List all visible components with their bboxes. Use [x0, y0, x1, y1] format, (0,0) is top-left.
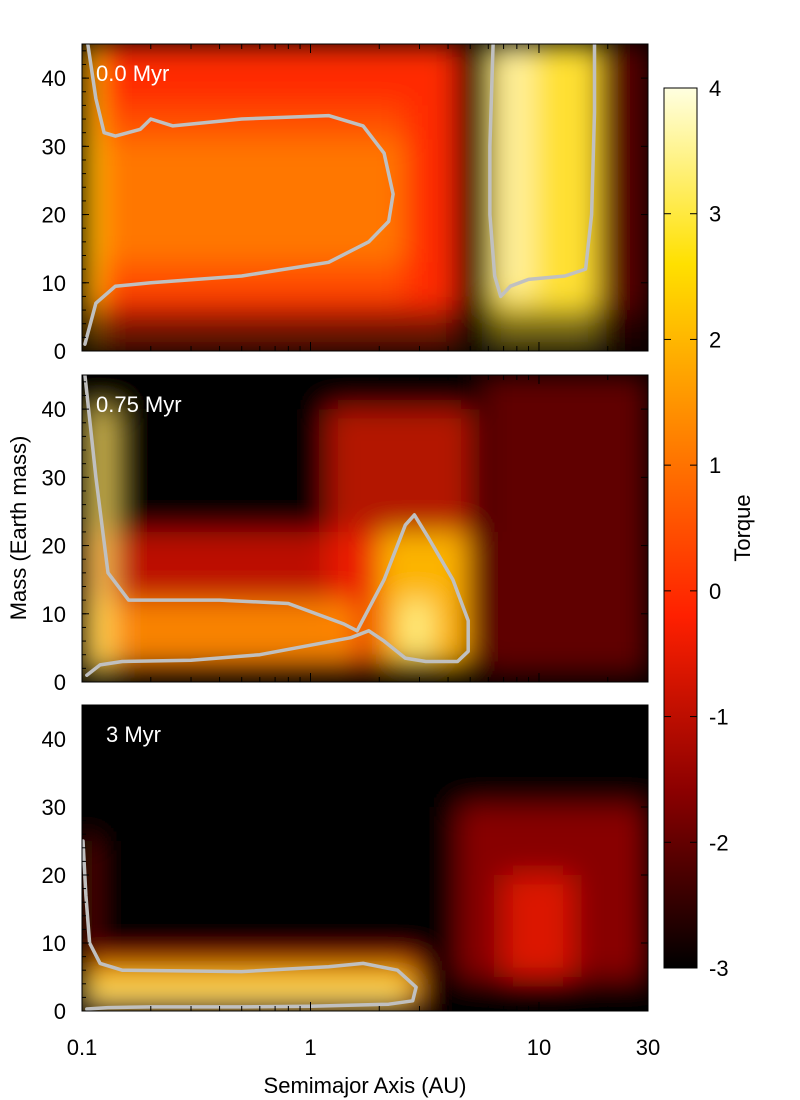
colorbar-tick-label: 2 — [709, 327, 721, 352]
heat-patch — [597, 44, 648, 351]
heat-patch — [82, 668, 648, 682]
colorbar-tick-label: -1 — [709, 705, 729, 730]
heatmap-panel-3: 0 10 20 30 40 3 Myr — [42, 704, 649, 1024]
x-axis: 0.1 1 10 30 — [67, 1035, 661, 1060]
heat-field — [82, 375, 648, 682]
colorbar-title: Torque — [730, 494, 755, 561]
heat-patch — [82, 600, 358, 662]
panel-frame — [81, 704, 649, 1012]
panel-frame — [81, 43, 649, 352]
heat-patch — [484, 375, 648, 682]
heat-patch — [470, 375, 485, 682]
y-tick-label: 30 — [42, 465, 66, 490]
y-tick-label: 10 — [42, 271, 66, 296]
heat-field — [82, 705, 648, 1011]
colorbar: 4 3 2 1 0 -1 -2 -3 — [663, 76, 729, 981]
y-tick-label: 10 — [42, 602, 66, 627]
heat-patch — [503, 875, 573, 977]
heat-patch — [82, 990, 406, 1005]
panels-group: 0 10 20 30 40 0.0 Myr 0 10 20 30 40 0.75 Myr 0 10 20 30… — [42, 43, 661, 1060]
y-tick-label: 40 — [42, 397, 66, 422]
colorbar-tick-label: -3 — [709, 956, 729, 981]
colorbar-tick-label: 1 — [709, 453, 721, 478]
heat-field — [82, 44, 648, 351]
heat-patch — [82, 310, 648, 351]
heatmap-panel-2: 0 10 20 30 40 0.75 Myr — [42, 374, 649, 695]
panel-frame — [81, 374, 649, 683]
panel-time-label: 0.0 Myr — [96, 61, 169, 86]
heat-patch — [455, 44, 492, 351]
zero-torque-contour — [488, 44, 597, 299]
colorbar-tick-label: 3 — [709, 202, 721, 227]
y-tick-label: 20 — [42, 203, 66, 228]
y-axis-title: Mass (Earth mass) — [6, 436, 31, 621]
zero-torque-contour — [83, 44, 395, 346]
y-tick-label: 30 — [42, 795, 66, 820]
heatmap-panel-1: 0 10 20 30 40 0.0 Myr — [42, 43, 649, 364]
y-tick-label: 0 — [54, 670, 66, 695]
y-tick-label: 40 — [42, 66, 66, 91]
colorbar-gradient — [663, 87, 698, 969]
colorbar-tick-label: 4 — [709, 76, 721, 101]
y-tick-label: 20 — [42, 863, 66, 888]
x-tick-label: 1 — [304, 1035, 316, 1060]
heat-patch — [497, 44, 534, 297]
colorbar-tick-label: 0 — [709, 579, 721, 604]
y-tick-label: 10 — [42, 931, 66, 956]
y-tick-label: 0 — [54, 999, 66, 1024]
heat-patch — [82, 105, 406, 297]
x-tick-label: 30 — [636, 1035, 660, 1060]
panel-time-label: 3 Myr — [106, 722, 161, 747]
panel-time-label: 0.75 Myr — [96, 392, 182, 417]
colorbar-tick-label: -2 — [709, 830, 729, 855]
y-tick-label: 0 — [54, 339, 66, 364]
x-tick-label: 10 — [527, 1035, 551, 1060]
x-tick-label: 0.1 — [67, 1035, 98, 1060]
y-tick-label: 40 — [42, 727, 66, 752]
heat-patch — [401, 600, 432, 655]
heat-patch — [82, 44, 101, 351]
y-tick-label: 30 — [42, 134, 66, 159]
zero-torque-contour — [83, 375, 470, 677]
y-tick-label: 20 — [42, 534, 66, 559]
zero-torque-contour — [82, 839, 418, 1011]
x-axis-title: Semimajor Axis (AU) — [264, 1073, 467, 1098]
